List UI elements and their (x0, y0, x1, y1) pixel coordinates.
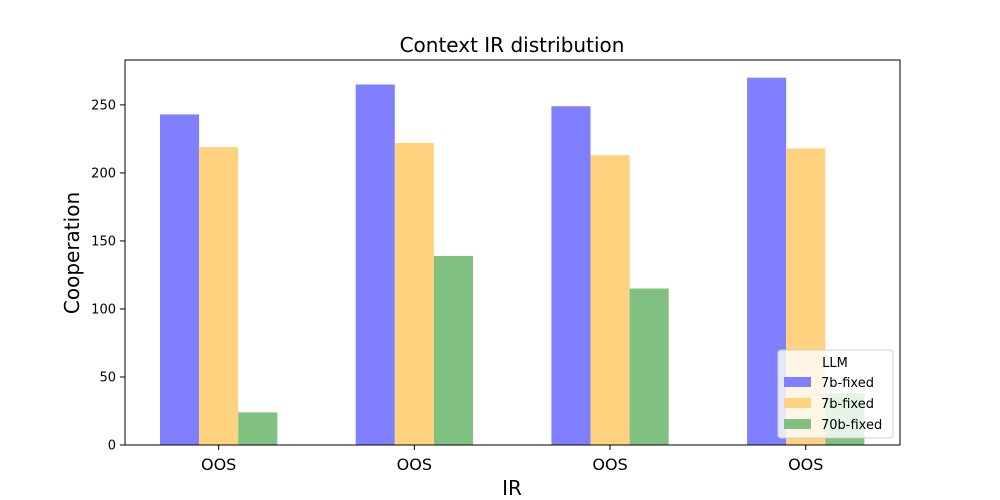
bar-series0-cat1 (355, 84, 395, 445)
x-tick-label: OOS (592, 455, 627, 474)
bar-series2-cat1 (433, 255, 473, 445)
x-axis-label: IR (502, 476, 522, 500)
bar-series1-cat0 (199, 147, 239, 445)
bars-group (160, 77, 865, 446)
legend-label: 7b-fixed (821, 397, 874, 412)
y-tick-label: 250 (91, 98, 116, 113)
x-tick-label: OOS (397, 455, 432, 474)
y-tick-label: 100 (91, 302, 116, 317)
bar-series1-cat1 (394, 142, 434, 445)
legend-label: 70b-fixed (821, 418, 882, 433)
bar-series2-cat0 (238, 412, 278, 445)
legend: LLM 7b-fixed 7b-fixed 70b-fixed (777, 349, 894, 439)
y-tick-label: 150 (91, 234, 116, 249)
y-axis-label: Cooperation (60, 192, 84, 314)
bar-series2-cat2 (629, 288, 669, 445)
legend-title: LLM (822, 356, 848, 371)
y-axis: 0 50 100 150 200 250 (91, 98, 125, 454)
legend-swatch (784, 398, 811, 408)
chart-title: Context IR distribution (400, 33, 625, 57)
x-axis: OOS OOS OOS OOS (201, 445, 823, 474)
legend-swatch (784, 419, 811, 429)
bar-series0-cat2 (551, 106, 591, 445)
plot-frame (124, 59, 901, 446)
legend-box (777, 349, 894, 439)
y-tick-label: 0 (108, 439, 116, 454)
bar-series0-cat0 (160, 114, 200, 445)
legend-swatch (784, 377, 811, 387)
y-tick-label: 50 (99, 370, 116, 385)
x-tick-label: OOS (201, 455, 236, 474)
bar-series1-cat2 (590, 155, 630, 445)
legend-label: 7b-fixed (821, 376, 874, 391)
x-tick-label: OOS (788, 455, 823, 474)
y-tick-label: 200 (91, 166, 116, 181)
